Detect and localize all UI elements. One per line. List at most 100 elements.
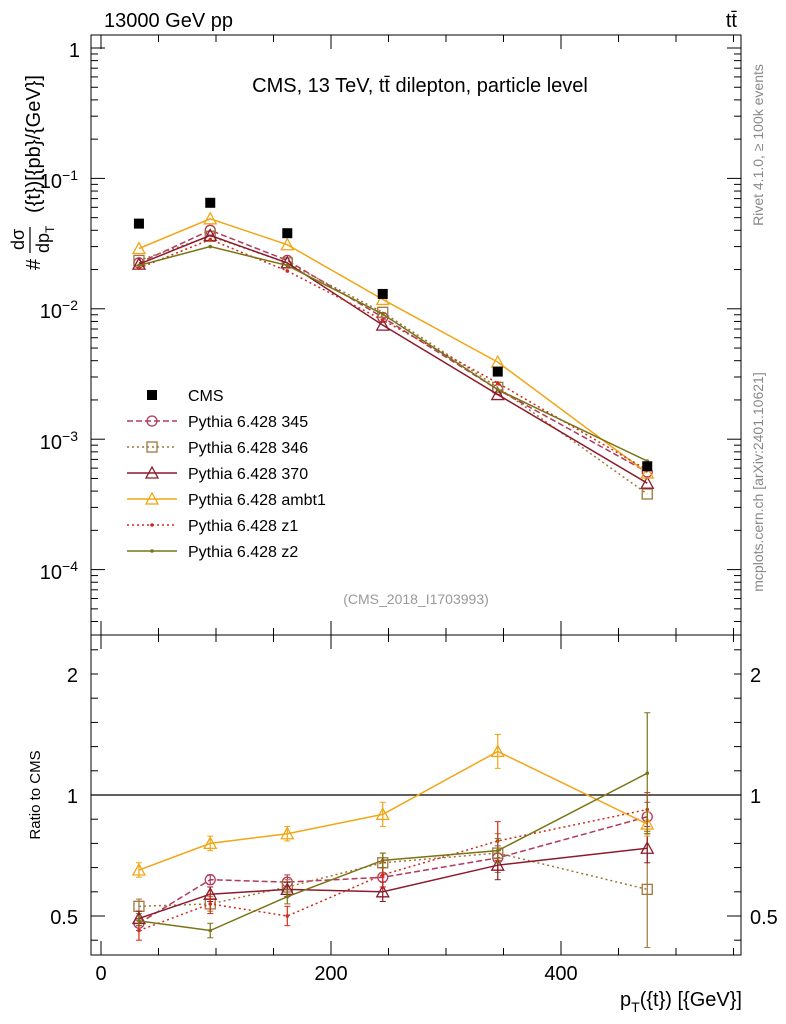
series-line-pythia-6-428-345 bbox=[138, 229, 648, 473]
series-point-pythia-6-428-z1 bbox=[285, 269, 290, 273]
y-tick-label-1e-1: 10−1 bbox=[40, 167, 78, 193]
y-tick-label-1: 1 bbox=[69, 40, 80, 62]
ratio-point-pythia-6-428-ambt1 bbox=[375, 807, 390, 821]
cms-data-point bbox=[492, 366, 503, 377]
ratio-point-pythia-6-428-z1 bbox=[380, 873, 385, 877]
legend-marker-pythia-6-428-346 bbox=[146, 441, 158, 453]
y-tick-label-1e-3: 10−3 bbox=[40, 428, 78, 454]
legend-label-pythia-6-428-z2: Pythia 6.428 z2 bbox=[188, 544, 298, 561]
series-line-pythia-6-428-z2 bbox=[138, 245, 648, 462]
series-point-pythia-6-428-z1 bbox=[137, 266, 141, 270]
ratio-point-pythia-6-428-345 bbox=[204, 874, 216, 886]
ratio-point-pythia-6-428-z2 bbox=[285, 894, 290, 899]
series-point-pythia-6-428-z2 bbox=[137, 263, 141, 268]
ratio-point-pythia-6-428-ambt1 bbox=[280, 826, 295, 840]
cms-data-point bbox=[205, 197, 216, 208]
ratio-point-pythia-6-428-z2 bbox=[495, 848, 500, 853]
ratio-point-pythia-6-428-370 bbox=[490, 857, 505, 871]
main-series-layer bbox=[131, 197, 655, 500]
ratio-point-pythia-6-428-z1 bbox=[285, 914, 290, 918]
series-point-pythia-6-428-346 bbox=[641, 488, 653, 500]
legend-label-pythia-6-428-345: Pythia 6.428 345 bbox=[188, 414, 308, 431]
legend-marker-pythia-6-428-370 bbox=[144, 465, 160, 479]
ratio-point-pythia-6-428-z2 bbox=[137, 919, 141, 923]
cms-data-point bbox=[133, 218, 144, 229]
legend-label-pythia-6-428-ambt1: Pythia 6.428 ambt1 bbox=[188, 492, 326, 509]
legend-marker-pythia-6-428-345 bbox=[146, 415, 158, 427]
ratio-line-pythia-6-428-z2 bbox=[138, 772, 648, 932]
ratio-point-pythia-6-428-ambt1 bbox=[131, 862, 147, 876]
ratio-line-pythia-6-428-ambt1 bbox=[138, 750, 648, 871]
y-tick-label-1e-4: 10−4 bbox=[40, 558, 78, 584]
ratio-tick-label-1-left: 1 bbox=[67, 786, 78, 808]
ratio-point-pythia-6-428-z2 bbox=[380, 858, 385, 863]
series-point-pythia-6-428-ambt1 bbox=[131, 241, 147, 255]
cms-data-point bbox=[282, 228, 293, 239]
series-point-pythia-6-428-z1 bbox=[208, 237, 213, 242]
series-point-pythia-6-428-z2 bbox=[380, 312, 385, 316]
x-axis-label: pT({t}) [{GeV}] bbox=[620, 989, 742, 1015]
legend-marker-cms bbox=[147, 390, 157, 400]
series-point-pythia-6-428-370 bbox=[375, 317, 390, 331]
legend: Pythia 6.428 345 Pythia 6.428 346 Pythia 6… bbox=[127, 388, 326, 561]
ratio-y-axis-label: Ratio to CMS bbox=[27, 750, 44, 839]
ratio-line-pythia-6-428-370 bbox=[138, 847, 648, 920]
ratio-tick-label-2-left: 2 bbox=[67, 665, 78, 687]
analysis-id-label: (CMS_2018_I1703993) bbox=[343, 591, 489, 607]
main-axis-ticks bbox=[91, 35, 741, 635]
series-line-pythia-6-428-z1 bbox=[138, 238, 648, 471]
series-point-pythia-6-428-370 bbox=[640, 475, 655, 489]
y-axis-label: # dσ dpT ({t})[{pb}/{GeV}] bbox=[8, 75, 57, 270]
ratio-line-pythia-6-428-345 bbox=[138, 816, 648, 924]
svg-text:({t})[{pb}/{GeV}]: ({t})[{pb}/{GeV}] bbox=[23, 75, 45, 213]
ratio-line-pythia-6-428-z1 bbox=[138, 808, 648, 932]
legend-label-cms: CMS bbox=[188, 388, 224, 405]
series-point-pythia-6-428-z2 bbox=[285, 263, 290, 268]
cms-data-point bbox=[642, 461, 653, 472]
series-point-pythia-6-428-ambt1 bbox=[280, 237, 295, 251]
ratio-axis-ticks bbox=[91, 635, 741, 955]
legend-marker-pythia-6-428-ambt1 bbox=[144, 491, 160, 505]
energy-label: 13000 GeV pp bbox=[104, 10, 233, 32]
ratio-point-pythia-6-428-346 bbox=[641, 883, 653, 896]
ratio-point-pythia-6-428-370 bbox=[375, 884, 390, 898]
legend-label-pythia-6-428-370: Pythia 6.428 370 bbox=[188, 466, 308, 483]
legend-label-pythia-6-428-z1: Pythia 6.428 z1 bbox=[188, 518, 298, 535]
series-point-pythia-6-428-z1 bbox=[495, 381, 500, 385]
x-tick-label-400: 400 bbox=[544, 963, 577, 985]
series-line-pythia-6-428-370 bbox=[138, 234, 648, 484]
ratio-tick-label-2-right: 2 bbox=[750, 665, 761, 687]
x-tick-label-200: 200 bbox=[314, 963, 347, 985]
chart-title: CMS, 13 TeV, tt̄ dilepton, particle leve… bbox=[252, 75, 588, 97]
legend-marker-pythia-6-428-z1 bbox=[150, 523, 154, 527]
legend-marker-pythia-6-428-z2 bbox=[150, 549, 154, 553]
mcplots-credit-label: mcplots.cern.ch [arXiv:2401.10621] bbox=[750, 372, 766, 591]
series-point-pythia-6-428-z2 bbox=[208, 244, 213, 249]
series-point-pythia-6-428-370 bbox=[280, 255, 295, 269]
rivet-version-label: Rivet 4.1.0, ≥ 100k events bbox=[750, 64, 766, 226]
series-point-pythia-6-428-ambt1 bbox=[640, 465, 655, 479]
x-tick-label-0: 0 bbox=[95, 963, 106, 985]
series-line-pythia-6-428-346 bbox=[138, 235, 648, 495]
legend-label-pythia-6-428-346: Pythia 6.428 346 bbox=[188, 440, 308, 457]
series-line-pythia-6-428-ambt1 bbox=[138, 217, 648, 474]
y-tick-label-1e-2: 10−2 bbox=[40, 297, 78, 323]
series-point-pythia-6-428-370 bbox=[490, 387, 505, 401]
ratio-tick-label-0.5-right: 0.5 bbox=[750, 907, 778, 929]
svg-text:#: # bbox=[23, 258, 45, 270]
ratio-point-pythia-6-428-z2 bbox=[645, 771, 650, 776]
series-point-pythia-6-428-z2 bbox=[495, 387, 500, 392]
ratio-point-pythia-6-428-ambt1 bbox=[203, 836, 218, 850]
ratio-point-pythia-6-428-z2 bbox=[208, 928, 213, 933]
ratio-tick-label-0.5-left: 0.5 bbox=[50, 907, 78, 929]
ratio-point-pythia-6-428-370 bbox=[640, 840, 655, 854]
svg-text:dpT: dpT bbox=[33, 225, 57, 253]
ratio-series-layer bbox=[131, 712, 655, 948]
process-label: tt̄ bbox=[726, 10, 738, 32]
ratio-point-pythia-6-428-ambt1 bbox=[490, 744, 505, 758]
series-point-pythia-6-428-z1 bbox=[380, 318, 385, 322]
ratio-tick-label-1-right: 1 bbox=[750, 786, 761, 808]
ratio-point-pythia-6-428-z1 bbox=[208, 902, 213, 906]
ratio-point-pythia-6-428-z1 bbox=[137, 928, 141, 933]
